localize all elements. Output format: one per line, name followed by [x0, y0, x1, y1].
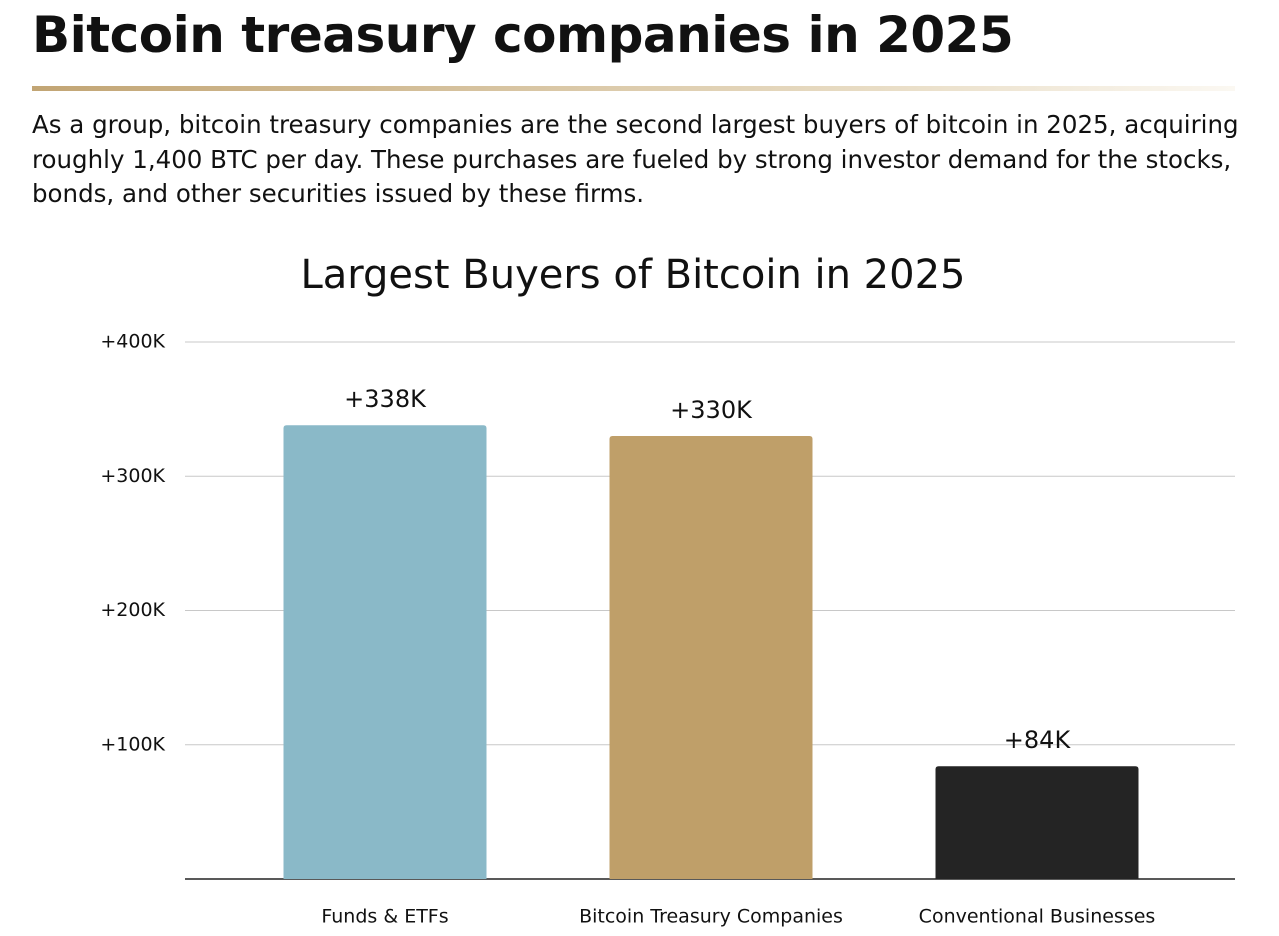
intro-text: As a group, bitcoin treasury companies a…	[32, 110, 1239, 208]
y-tick-label: +100K	[100, 733, 165, 755]
bar	[935, 766, 1139, 879]
y-tick-label: +400K	[100, 331, 165, 353]
x-tick-label: Bitcoin Treasury Companies	[579, 906, 843, 928]
bar	[609, 435, 813, 879]
chart-title: Largest Buyers of Bitcoin in 2025	[301, 252, 966, 298]
y-tick-label: +300K	[100, 465, 165, 487]
value-label: +338K	[344, 385, 427, 413]
value-label: +330K	[670, 396, 753, 424]
value-label: +84K	[1004, 726, 1072, 754]
y-tick-label: +200K	[100, 599, 165, 621]
x-tick-label: Funds & ETFs	[321, 906, 448, 928]
page-title: Bitcoin treasury companies in 2025	[32, 6, 1014, 64]
x-tick-label: Conventional Businesses	[919, 906, 1156, 928]
title-rule	[32, 86, 1235, 91]
bar	[283, 425, 487, 879]
